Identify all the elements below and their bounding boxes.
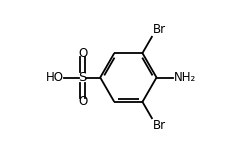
Text: HO: HO xyxy=(46,71,64,84)
Text: O: O xyxy=(78,47,87,60)
Text: NH₂: NH₂ xyxy=(174,71,196,84)
Text: S: S xyxy=(78,71,87,84)
Text: Br: Br xyxy=(153,119,166,132)
Text: Br: Br xyxy=(153,23,166,36)
Text: O: O xyxy=(78,95,87,108)
